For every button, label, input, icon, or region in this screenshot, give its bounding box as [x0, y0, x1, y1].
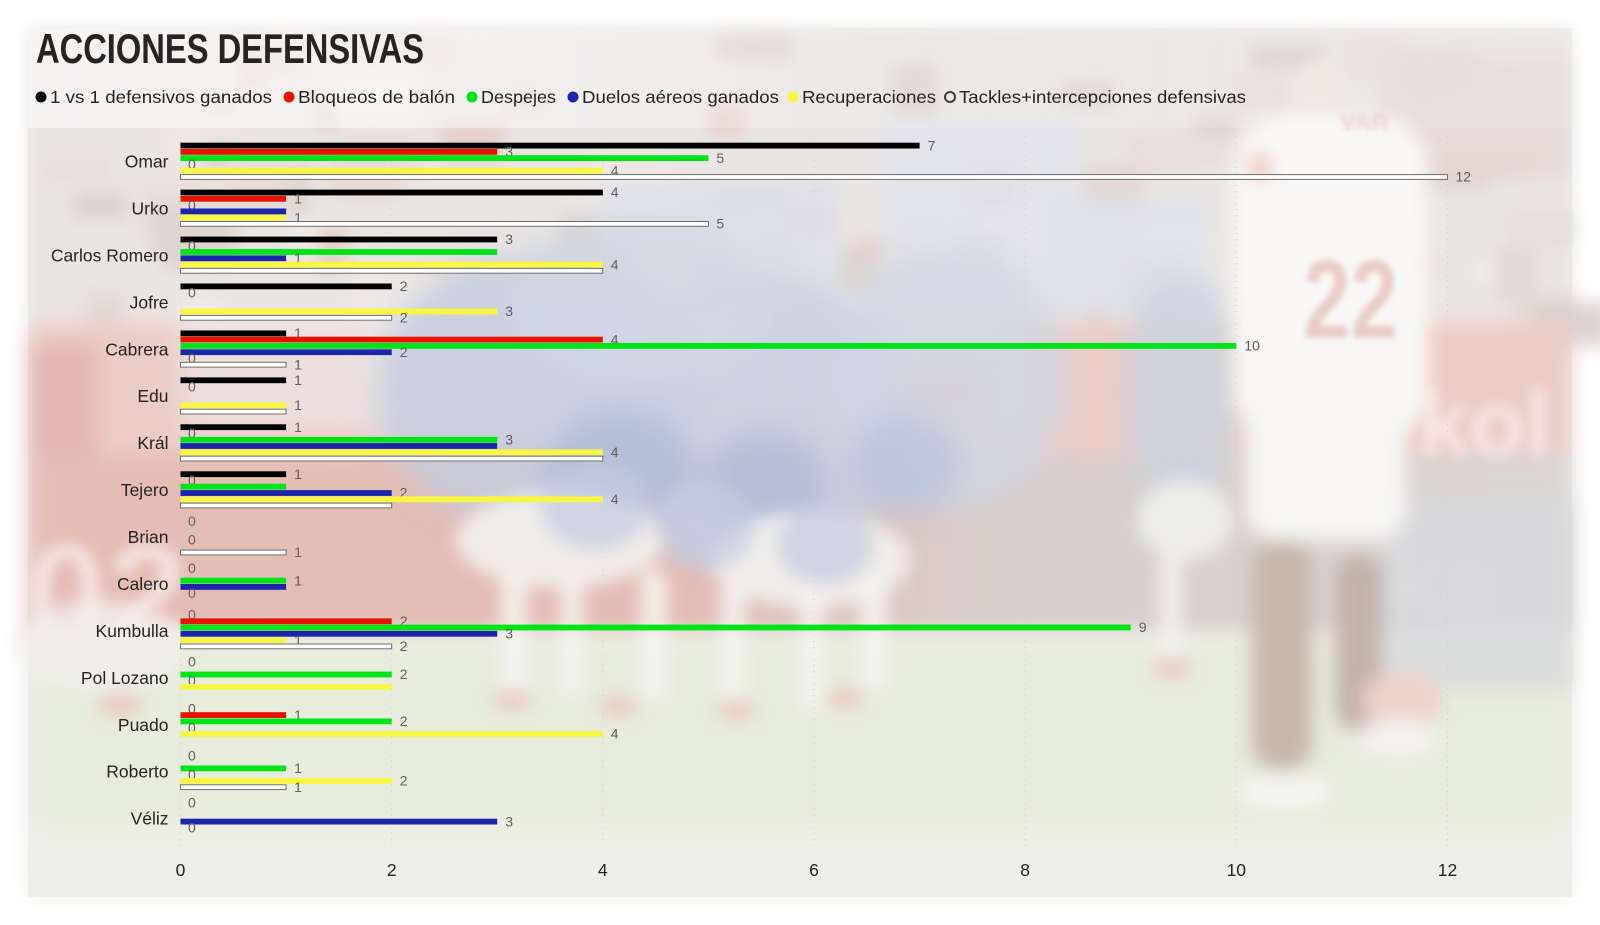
svg-text:Puado: Puado	[118, 715, 169, 735]
svg-text:1: 1	[294, 209, 302, 225]
svg-text:0: 0	[188, 795, 196, 811]
svg-text:Edu: Edu	[137, 386, 168, 406]
svg-text:10: 10	[1244, 338, 1260, 354]
svg-text:Omar: Omar	[125, 152, 169, 172]
svg-text:0: 0	[188, 532, 196, 548]
svg-text:2: 2	[400, 485, 408, 501]
svg-text:0: 0	[188, 607, 196, 623]
svg-text:5: 5	[716, 150, 724, 166]
svg-text:4: 4	[611, 331, 619, 347]
svg-text:0: 0	[188, 719, 196, 735]
svg-text:ACCIONES DEFENSIVAS: ACCIONES DEFENSIVAS	[36, 25, 424, 72]
svg-text:8: 8	[1020, 860, 1030, 880]
svg-text:Carlos Romero: Carlos Romero	[51, 245, 169, 265]
svg-text:0: 0	[188, 654, 196, 670]
svg-text:Cabrera: Cabrera	[105, 339, 168, 359]
svg-text:kol: kol	[1418, 373, 1551, 475]
svg-text:1: 1	[294, 760, 302, 776]
svg-text:2: 2	[400, 713, 408, 729]
svg-text:9: 9	[1139, 619, 1147, 635]
svg-text:0: 0	[188, 350, 196, 366]
svg-text:2: 2	[387, 860, 397, 880]
svg-text:1: 1	[294, 632, 302, 648]
svg-text:4: 4	[611, 162, 619, 178]
svg-text:0: 0	[188, 238, 196, 254]
svg-text:0: 0	[188, 701, 196, 717]
svg-text:1 vs 1 defensivos ganados: 1 vs 1 defensivos ganados	[50, 87, 272, 107]
svg-text:1: 1	[294, 397, 302, 413]
svg-text:Véliz: Véliz	[131, 809, 169, 829]
svg-text:Urko: Urko	[132, 198, 169, 218]
svg-text:1: 1	[294, 572, 302, 588]
svg-text:0: 0	[188, 585, 196, 601]
svg-text:6: 6	[809, 860, 819, 880]
svg-text:1: 1	[294, 466, 302, 482]
svg-text:3: 3	[505, 303, 513, 319]
svg-text:4: 4	[611, 726, 619, 742]
svg-text:3: 3	[505, 626, 513, 642]
svg-text:12: 12	[1438, 860, 1457, 880]
svg-text:4: 4	[611, 256, 619, 272]
svg-text:2: 2	[400, 613, 408, 629]
svg-text:0: 0	[188, 672, 196, 688]
svg-text:Calero: Calero	[117, 574, 169, 594]
svg-text:0: 0	[188, 197, 196, 213]
svg-text:1: 1	[294, 250, 302, 266]
svg-text:0: 0	[188, 513, 196, 529]
svg-text:1: 1	[294, 779, 302, 795]
svg-text:Bloqueos de balón: Bloqueos de balón	[298, 87, 455, 107]
svg-text:3: 3	[505, 144, 513, 160]
svg-text:0: 0	[188, 748, 196, 764]
svg-text:4: 4	[611, 491, 619, 507]
svg-text:3: 3	[505, 231, 513, 247]
svg-text:Despejes: Despejes	[481, 87, 556, 107]
svg-text:22: 22	[1303, 237, 1398, 362]
svg-text:Jofre: Jofre	[130, 292, 169, 312]
svg-text:Recuperaciones: Recuperaciones	[802, 87, 936, 107]
svg-text:1: 1	[294, 325, 302, 341]
svg-text:1: 1	[294, 419, 302, 435]
svg-text:0: 0	[188, 425, 196, 441]
svg-text:4: 4	[598, 860, 608, 880]
svg-text:4: 4	[611, 184, 619, 200]
svg-text:1: 1	[294, 356, 302, 372]
svg-text:2: 2	[400, 344, 408, 360]
svg-text:1: 1	[294, 372, 302, 388]
svg-text:12: 12	[1456, 169, 1472, 185]
svg-text:7: 7	[928, 137, 936, 153]
svg-text:Brian: Brian	[128, 527, 169, 547]
svg-text:Tackles+intercepciones defensi: Tackles+intercepciones defensivas	[959, 87, 1246, 107]
svg-text:1: 1	[294, 544, 302, 560]
svg-text:0: 0	[188, 378, 196, 394]
svg-text:0: 0	[188, 284, 196, 300]
svg-text:4: 4	[611, 444, 619, 460]
svg-text:0: 0	[188, 560, 196, 576]
svg-text:0: 0	[176, 860, 186, 880]
svg-text:Král: Král	[137, 433, 168, 453]
svg-text:3: 3	[505, 432, 513, 448]
svg-text:10: 10	[1227, 860, 1247, 880]
svg-text:Roberto: Roberto	[106, 762, 168, 782]
svg-text:2: 2	[400, 638, 408, 654]
svg-text:1: 1	[294, 707, 302, 723]
svg-text:5: 5	[716, 216, 724, 232]
svg-text:2: 2	[400, 773, 408, 789]
svg-text:Kumbulla: Kumbulla	[96, 621, 169, 641]
svg-text:2: 2	[400, 310, 408, 326]
svg-text:Duelos aéreos ganados: Duelos aéreos ganados	[582, 87, 779, 107]
svg-text:0: 0	[188, 472, 196, 488]
svg-text:Tejero: Tejero	[121, 480, 169, 500]
svg-text:0: 0	[188, 156, 196, 172]
svg-text:2: 2	[400, 666, 408, 682]
svg-text:0: 0	[188, 820, 196, 836]
svg-text:1: 1	[294, 191, 302, 207]
svg-text:0: 0	[188, 766, 196, 782]
svg-text:2: 2	[400, 278, 408, 294]
svg-text:Pol Lozano: Pol Lozano	[81, 668, 169, 688]
svg-text:3: 3	[505, 813, 513, 829]
